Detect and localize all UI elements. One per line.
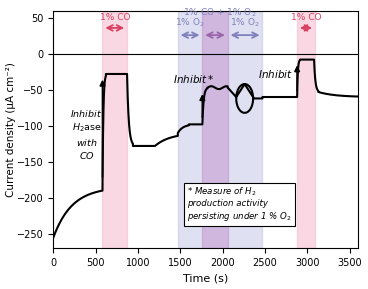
- X-axis label: Time (s): Time (s): [183, 273, 229, 284]
- Text: * Measure of $H_2$
production activity
persisting under 1 % $O_2$: * Measure of $H_2$ production activity p…: [187, 186, 291, 223]
- Text: 1% CO + 1% O$_2$: 1% CO + 1% O$_2$: [183, 6, 256, 18]
- Y-axis label: Current density (μA cm⁻²): Current density (μA cm⁻²): [6, 62, 15, 197]
- Text: $\it{Inhibit}$
$H_2$ase
$\it{with}$
$\it{CO}$: $\it{Inhibit}$ $H_2$ase $\it{with}$ $\it…: [70, 108, 103, 161]
- Bar: [202, 11, 228, 248]
- Text: 1% O$_2$: 1% O$_2$: [175, 17, 205, 29]
- Bar: [103, 11, 127, 248]
- Text: 1% O$_2$: 1% O$_2$: [230, 17, 260, 29]
- Text: 1% CO: 1% CO: [291, 13, 321, 22]
- Text: $\it{Inhibit}$: $\it{Inhibit}$: [258, 68, 293, 80]
- Text: 1% CO: 1% CO: [99, 13, 130, 22]
- Bar: [178, 11, 262, 248]
- Bar: [297, 11, 315, 248]
- Text: $\it{Inhibit*}$: $\it{Inhibit*}$: [173, 73, 215, 85]
